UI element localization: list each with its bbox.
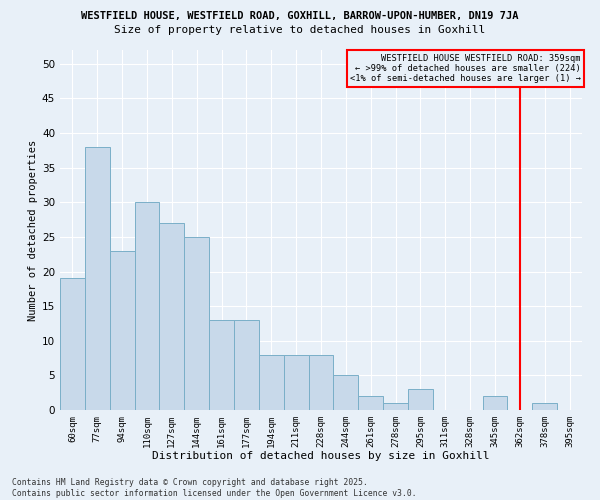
Text: WESTFIELD HOUSE WESTFIELD ROAD: 359sqm
← >99% of detached houses are smaller (22: WESTFIELD HOUSE WESTFIELD ROAD: 359sqm ←… (350, 54, 581, 84)
Bar (209, 320, 234, 410)
Bar (408, 389, 433, 410)
X-axis label: Distribution of detached houses by size in Goxhill: Distribution of detached houses by size … (152, 452, 490, 462)
Bar (60, 278, 85, 410)
Bar (234, 320, 259, 410)
Bar (532, 403, 557, 410)
Bar (160, 223, 184, 410)
Y-axis label: Number of detached properties: Number of detached properties (28, 140, 38, 320)
Bar (482, 396, 508, 410)
Bar (284, 354, 308, 410)
Bar (259, 354, 284, 410)
Text: Contains HM Land Registry data © Crown copyright and database right 2025.
Contai: Contains HM Land Registry data © Crown c… (12, 478, 416, 498)
Bar (383, 403, 408, 410)
Bar (85, 147, 110, 410)
Text: Size of property relative to detached houses in Goxhill: Size of property relative to detached ho… (115, 25, 485, 35)
Bar (184, 237, 209, 410)
Bar (134, 202, 160, 410)
Bar (334, 376, 358, 410)
Bar (110, 251, 134, 410)
Bar (308, 354, 334, 410)
Bar (358, 396, 383, 410)
Text: WESTFIELD HOUSE, WESTFIELD ROAD, GOXHILL, BARROW-UPON-HUMBER, DN19 7JA: WESTFIELD HOUSE, WESTFIELD ROAD, GOXHILL… (81, 12, 519, 22)
